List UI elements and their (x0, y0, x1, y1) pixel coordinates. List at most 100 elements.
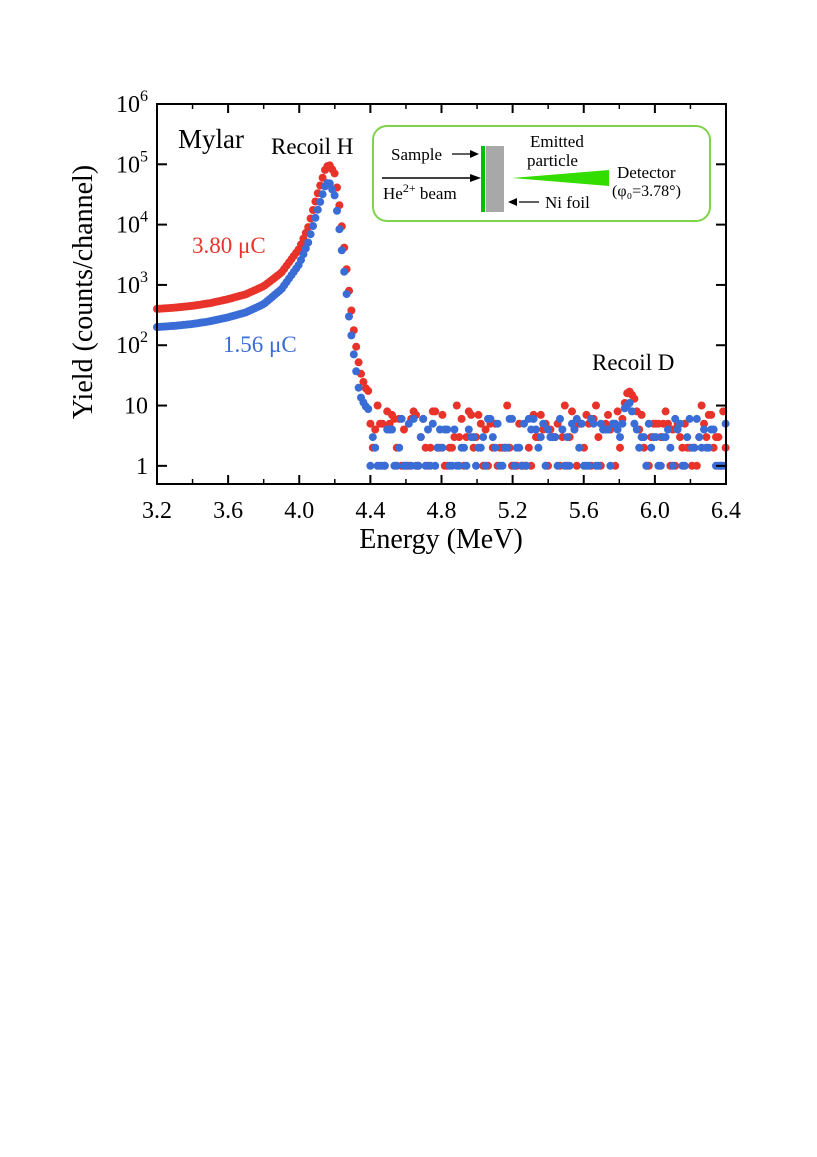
data-point (395, 443, 404, 452)
data-point (668, 461, 677, 470)
data-point (328, 185, 337, 194)
data-point (532, 425, 540, 434)
data-point (452, 401, 461, 410)
inset-particle-label: particle (527, 151, 578, 170)
data-point (606, 461, 615, 470)
data-point (397, 414, 406, 423)
data-point (563, 433, 572, 442)
ni-foil-shape (486, 146, 504, 212)
y-tick-label: 102 (116, 329, 148, 359)
data-point (707, 410, 716, 419)
data-point (378, 419, 387, 428)
data-point (380, 461, 389, 470)
y-tick-label: 105 (116, 148, 148, 178)
data-point (330, 169, 339, 178)
data-point (316, 197, 325, 206)
data-point (481, 425, 490, 434)
data-point (388, 425, 396, 434)
data-point (359, 377, 368, 386)
data-point (366, 461, 375, 470)
x-tick-label: 5.2 (498, 498, 528, 524)
data-point (577, 419, 586, 428)
data-point (400, 425, 408, 434)
y-tick-label: 104 (116, 209, 148, 239)
data-point (491, 443, 500, 452)
data-point (628, 407, 636, 416)
data-point (368, 433, 377, 442)
data-point (700, 419, 708, 428)
data-point (318, 190, 327, 199)
data-point (702, 433, 711, 442)
data-point (373, 401, 382, 410)
inset-emitted-label: Emitted (530, 132, 584, 151)
data-point (616, 443, 624, 452)
data-point (544, 425, 552, 434)
data-point (460, 443, 468, 452)
data-point (560, 401, 569, 410)
inset-beam-label: He2+ beam (383, 181, 457, 203)
data-point (664, 419, 672, 428)
data-point (637, 410, 646, 419)
data-point (457, 414, 466, 423)
data-point (311, 213, 320, 222)
detector-cone-icon (512, 170, 609, 186)
data-point (536, 433, 545, 442)
data-points (153, 161, 730, 470)
beam-arrow-head-icon (470, 174, 481, 182)
data-point (428, 419, 437, 428)
data-point (347, 331, 356, 340)
data-point (572, 461, 581, 470)
data-point (556, 414, 564, 423)
y-axis-label: Yield (counts/channel) (68, 165, 99, 419)
data-point (661, 433, 670, 442)
data-point (618, 419, 627, 428)
y-tick-label: 10 (124, 394, 148, 420)
data-point (304, 238, 313, 247)
data-point (592, 401, 600, 410)
series-label-red: 3.80 μC (192, 233, 266, 258)
recoil-h-label: Recoil H (271, 134, 353, 159)
inset-foil-label: Ni foil (545, 193, 590, 212)
data-point (345, 312, 353, 321)
y-tick-label: 106 (116, 88, 148, 118)
data-point (503, 401, 512, 410)
x-tick-label: 3.2 (142, 498, 172, 524)
data-point (474, 410, 483, 419)
data-point (364, 405, 373, 413)
x-tick-label: 3.6 (213, 498, 243, 524)
x-tick-label: 4.4 (355, 498, 385, 524)
data-point (354, 383, 363, 392)
data-point (340, 267, 349, 276)
data-point (632, 425, 641, 434)
data-point (604, 410, 612, 419)
data-point (536, 410, 545, 419)
foil-pointer-icon (508, 198, 517, 206)
setup-inset: Sample He2+ beam Emitted particle Ni foi… (372, 125, 711, 222)
data-point (625, 399, 634, 407)
data-point (366, 419, 375, 428)
data-point (541, 461, 550, 470)
data-point (333, 206, 341, 215)
data-point (644, 419, 653, 428)
data-point (443, 425, 452, 434)
data-point (469, 433, 478, 442)
data-point (335, 225, 344, 234)
data-point (656, 461, 665, 470)
data-point (680, 461, 689, 470)
x-tick-label: 4.8 (427, 498, 457, 524)
data-point (488, 433, 497, 442)
data-point (642, 461, 651, 470)
inset-detector-label: Detector (617, 163, 676, 182)
data-point (330, 191, 339, 200)
data-point (676, 433, 684, 442)
beam-charge: 2+ (403, 181, 416, 195)
data-point (431, 461, 440, 470)
data-point (534, 443, 543, 452)
data-point (493, 419, 502, 428)
data-point (584, 461, 593, 470)
data-point (692, 461, 701, 470)
data-point (450, 425, 459, 434)
series-1-points (153, 179, 730, 470)
data-point (479, 433, 488, 442)
data-point (652, 433, 660, 442)
